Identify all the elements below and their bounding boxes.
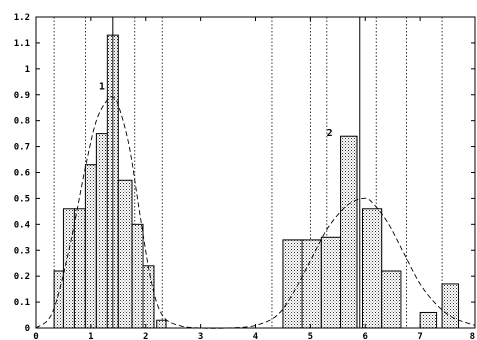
x-tick-label: 7	[417, 332, 422, 340]
x-tick-label: 5	[308, 332, 313, 340]
x-tick-label: 3	[198, 332, 203, 340]
histogram-bar	[441, 283, 460, 329]
histogram-bar	[62, 208, 75, 329]
y-tick-label: 1.1	[14, 39, 30, 49]
peak-label: 1	[99, 82, 105, 93]
y-tick-label: 1.2	[14, 13, 30, 23]
histogram-bar	[156, 319, 167, 329]
y-tick-label: 0.2	[14, 272, 30, 282]
histogram-bar	[73, 208, 86, 329]
histogram-bar	[301, 239, 322, 329]
peak-markers: 12	[99, 17, 361, 328]
x-tick-label: 1	[88, 332, 93, 340]
y-tick-label: 0.1	[14, 298, 30, 308]
x-tick-label: 2	[143, 332, 148, 340]
x-tick-label: 6	[363, 332, 368, 340]
histogram-bar	[340, 135, 358, 329]
y-tick-label: 0.6	[14, 169, 30, 179]
histogram-bar	[362, 208, 383, 329]
histogram-bar	[320, 236, 342, 329]
peak-label: 2	[327, 128, 333, 139]
x-tick-label: 8	[470, 332, 475, 340]
x-tick-label: 0	[33, 332, 38, 340]
y-tick-label: 0	[25, 324, 30, 334]
y-tick-label: 0.8	[14, 117, 30, 127]
histogram-bar	[419, 311, 438, 329]
fitted-curve	[35, 96, 476, 329]
histogram-bar	[282, 239, 303, 329]
y-tick-label: 0.7	[14, 143, 30, 153]
histogram-bar	[117, 179, 133, 329]
fitted-curve-line	[35, 96, 476, 329]
y-tick-label: 0.4	[14, 220, 31, 230]
y-tick-label: 1	[25, 65, 30, 75]
histogram-bar	[131, 223, 144, 329]
y-tick-label: 0.5	[14, 194, 30, 204]
histogram-bar	[142, 265, 155, 329]
histogram-bar	[84, 164, 97, 329]
x-tick-label: 4	[253, 332, 259, 340]
histogram-bar	[95, 133, 108, 329]
y-tick-label: 0.3	[14, 246, 30, 256]
y-tick-label: 0.9	[14, 91, 30, 101]
histogram-bar	[381, 270, 402, 329]
y-axis-ticks: 0 0.1 0.2 0.3 0.4 0.5 0.6 0.7 0.8 0.9 1 1.1 1.2	[14, 13, 475, 334]
